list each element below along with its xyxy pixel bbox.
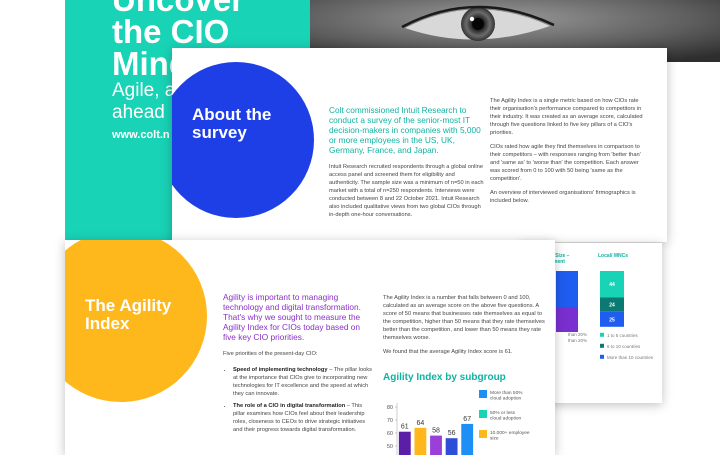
- about-side-paragraph: CIOs rated how agile they find themselve…: [490, 143, 641, 182]
- about-side-paragraph: The Agility Index is a single metric bas…: [490, 98, 643, 136]
- back-note: than 20%: [568, 332, 587, 337]
- cover-url: www.colt.n: [112, 129, 170, 141]
- stacked-segment: [600, 271, 624, 298]
- agility-page: The Agility Index Agility is important t…: [65, 240, 555, 455]
- priority-text: – This pillar examines how CIOs feel abo…: [233, 402, 366, 433]
- agility-side-paragraph: We found that the average Agility Index …: [383, 348, 513, 355]
- decor-bar: [556, 307, 578, 332]
- legend-swatch: [479, 390, 487, 398]
- bar: [430, 435, 442, 455]
- agility-chart: Agility Index by subgroup 50 60 70 80 61 64 58…: [383, 372, 530, 455]
- segment-label: 44: [609, 282, 615, 288]
- back-note: than 20%: [568, 338, 587, 343]
- value-label: 64: [417, 420, 425, 427]
- legend-label: 1 to 5 countries: [607, 333, 639, 338]
- priority-text: – The pillar looks at the importance tha…: [233, 366, 372, 397]
- back-header: Local/ MNCs: [598, 253, 628, 259]
- priority-list: Speed of implementing technology – The p…: [223, 367, 373, 435]
- agility-side-column: The Agility Index is a number that falls…: [383, 295, 548, 363]
- legend-label: 50% or less cloud adoption: [490, 410, 522, 422]
- chart-title: Agility Index by subgroup: [383, 372, 506, 383]
- legend-swatch: [600, 343, 604, 348]
- y-tick-label: 70: [387, 418, 393, 424]
- value-label: 67: [463, 416, 471, 423]
- y-tick-label: 60: [387, 431, 393, 437]
- about-body: Intuit Research recruited respondents th…: [329, 163, 484, 218]
- cover-tagline: Agile, a: [112, 80, 176, 101]
- legend-swatch: [600, 332, 604, 337]
- legend-swatch: [479, 410, 487, 418]
- agility-circle: [65, 240, 207, 402]
- agility-intro: Five priorities of the present-day CIO:: [223, 350, 318, 357]
- legend-swatch: [600, 354, 604, 359]
- priority-item: The role of a CIO in digital transformat…: [233, 403, 373, 435]
- bar: [398, 431, 411, 455]
- about-title: About the survey: [192, 105, 272, 142]
- value-label: 56: [448, 430, 456, 437]
- stacked-segment: [600, 297, 624, 312]
- legend-label: More than 50% cloud adoption: [490, 390, 523, 402]
- agility-title: The Agility Index: [85, 296, 172, 333]
- legend-label: 10,000+ employee size: [490, 430, 530, 442]
- back-header: ge Size –: [548, 253, 570, 259]
- about-page: About the survey Colt commissioned Intui…: [172, 48, 667, 242]
- about-side-paragraph: An overview of interviewed organisations…: [490, 189, 636, 204]
- priority-heading: The role of a CIO in digital transformat…: [233, 402, 346, 409]
- cover-headline: the CIO: [112, 13, 230, 50]
- y-tick-label: 80: [387, 405, 393, 411]
- segment-label: 24: [609, 303, 615, 309]
- about-side-column: The Agility Index is a single metric bas…: [490, 98, 648, 212]
- legend-label: 6 to 10 countries: [607, 344, 641, 349]
- stacked-segment: [600, 311, 624, 327]
- cover-headline: Uncover: [112, 0, 244, 16]
- about-lead: Colt commissioned Intuit Research to con…: [329, 105, 481, 155]
- legend-swatch: [479, 430, 487, 438]
- agility-main-column: Agility is important to managing technol…: [223, 292, 373, 439]
- agility-side-paragraph: The Agility Index is a number that falls…: [383, 295, 545, 341]
- back-header: rnment: [548, 259, 565, 265]
- bar: [414, 427, 427, 455]
- y-tick-label: 50: [387, 444, 393, 450]
- bar: [445, 438, 458, 455]
- decor-bar: [556, 271, 578, 307]
- about-circle: [172, 62, 314, 218]
- legend-label: More than 10 countries: [607, 355, 654, 360]
- bar: [461, 423, 474, 455]
- about-main-column: Colt commissioned Intuit Research to con…: [329, 105, 484, 226]
- cover-tagline: ahead: [112, 102, 165, 123]
- value-label: 58: [432, 428, 440, 435]
- priority-heading: Speed of implementing technology: [233, 366, 328, 373]
- segment-label: 25: [609, 317, 615, 323]
- value-label: 61: [401, 424, 409, 431]
- agility-lead: Agility is important to managing technol…: [223, 292, 361, 342]
- priority-item: Speed of implementing technology – The p…: [233, 367, 373, 399]
- back-chart: ge Size – rnment Local/ MNCs than 20% th…: [548, 253, 654, 360]
